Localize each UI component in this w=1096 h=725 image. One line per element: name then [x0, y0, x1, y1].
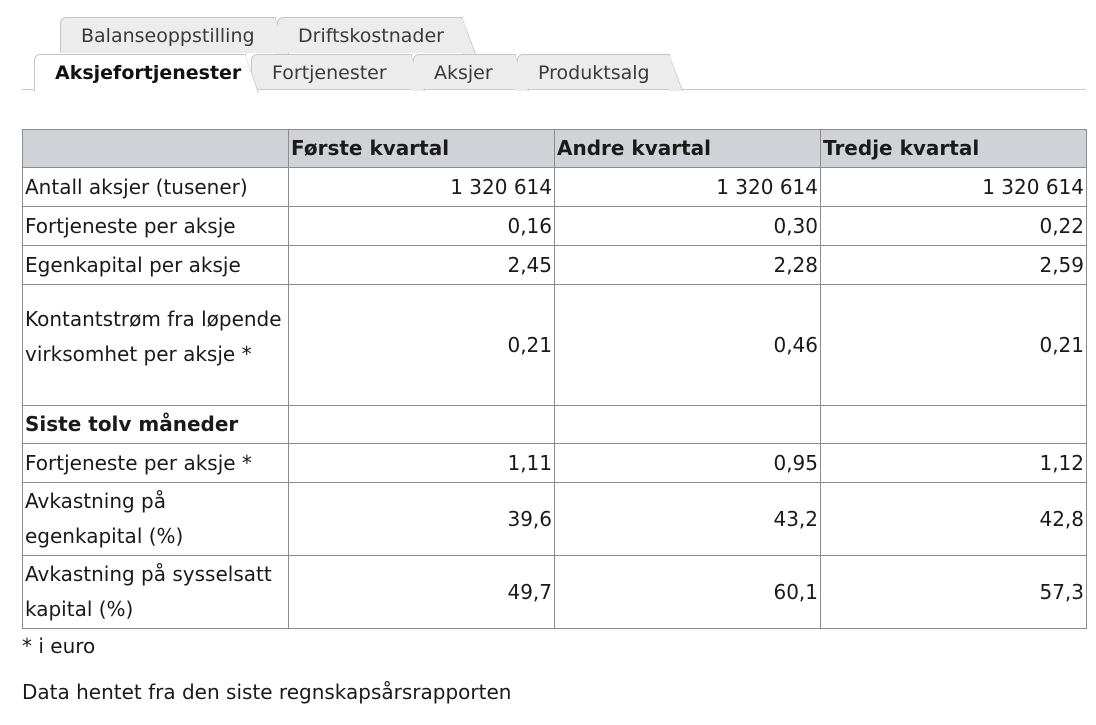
table-cell: 1,12	[820, 443, 1087, 483]
header-cell-empty	[22, 129, 289, 168]
row-label: Kontantstrøm fra løpende virksomhet per …	[22, 284, 289, 406]
table-cell: 57,3	[820, 555, 1087, 629]
table-section-row: Siste tolv måneder	[22, 405, 1087, 444]
table-row: Egenkapital per aksje 2,45 2,28 2,59	[22, 245, 1087, 285]
table-cell	[820, 405, 1087, 444]
table-row: Fortjeneste per aksje * 1,11 0,95 1,12	[22, 443, 1087, 483]
source-note: Data hentet fra den siste regnskapsårsra…	[22, 680, 512, 704]
table-cell: 43,2	[554, 482, 821, 556]
row-label: Avkastning på sysselsatt kapital (%)	[22, 555, 289, 629]
table-row: Avkastning på sysselsatt kapital (%) 49,…	[22, 555, 1087, 629]
table-cell: 0,22	[820, 206, 1087, 246]
tab-balanseoppstilling[interactable]: Balanseoppstilling	[60, 17, 289, 54]
table-cell: 0,21	[288, 284, 555, 406]
table-cell: 1 320 614	[554, 167, 821, 207]
table-row: Kontantstrøm fra løpende virksomhet per …	[22, 284, 1087, 406]
table-row: Fortjeneste per aksje 0,16 0,30 0,22	[22, 206, 1087, 246]
tab-driftskostnader[interactable]: Driftskostnader	[277, 17, 476, 54]
row-label: Antall aksjer (tusener)	[22, 167, 289, 207]
tab-fortjenester[interactable]: Fortjenester	[251, 54, 425, 91]
table-cell: 39,6	[288, 482, 555, 556]
table-cell: 0,95	[554, 443, 821, 483]
table-cell: 1,11	[288, 443, 555, 483]
table-cell	[288, 405, 555, 444]
header-cell-q2: Andre kvartal	[554, 129, 821, 168]
tab-aksjer[interactable]: Aksjer	[413, 54, 529, 91]
tab-produktsalg[interactable]: Produktsalg	[517, 54, 683, 91]
table-cell: 1 320 614	[820, 167, 1087, 207]
tab-aksjefortjenester[interactable]: Aksjefortjenester	[34, 54, 259, 93]
row-label: Egenkapital per aksje	[22, 245, 289, 285]
footnote: * i euro	[22, 634, 96, 658]
tab-baseline	[22, 89, 1086, 90]
table-row: Avkastning på egenkapital (%) 39,6 43,2 …	[22, 482, 1087, 556]
table-cell: 2,59	[820, 245, 1087, 285]
table-cell: 2,45	[288, 245, 555, 285]
table-cell: 0,30	[554, 206, 821, 246]
table-header-row: Første kvartal Andre kvartal Tredje kvar…	[22, 129, 1087, 168]
row-label: Fortjeneste per aksje	[22, 206, 289, 246]
table-cell: 2,28	[554, 245, 821, 285]
table-cell: 49,7	[288, 555, 555, 629]
table-cell: 0,46	[554, 284, 821, 406]
header-cell-q3: Tredje kvartal	[820, 129, 1087, 168]
table-cell: 60,1	[554, 555, 821, 629]
section-label: Siste tolv måneder	[22, 405, 289, 444]
table-cell: 1 320 614	[288, 167, 555, 207]
data-table: Første kvartal Andre kvartal Tredje kvar…	[22, 129, 1087, 629]
tab-bar: Balanseoppstilling Driftskostnader Aksje…	[0, 0, 1096, 93]
table-cell: 0,16	[288, 206, 555, 246]
table-cell: 0,21	[820, 284, 1087, 406]
row-label: Fortjeneste per aksje *	[22, 443, 289, 483]
header-cell-q1: Første kvartal	[288, 129, 555, 168]
row-label: Avkastning på egenkapital (%)	[22, 482, 289, 556]
table-row: Antall aksjer (tusener) 1 320 614 1 320 …	[22, 167, 1087, 207]
table-cell: 42,8	[820, 482, 1087, 556]
table-cell	[554, 405, 821, 444]
